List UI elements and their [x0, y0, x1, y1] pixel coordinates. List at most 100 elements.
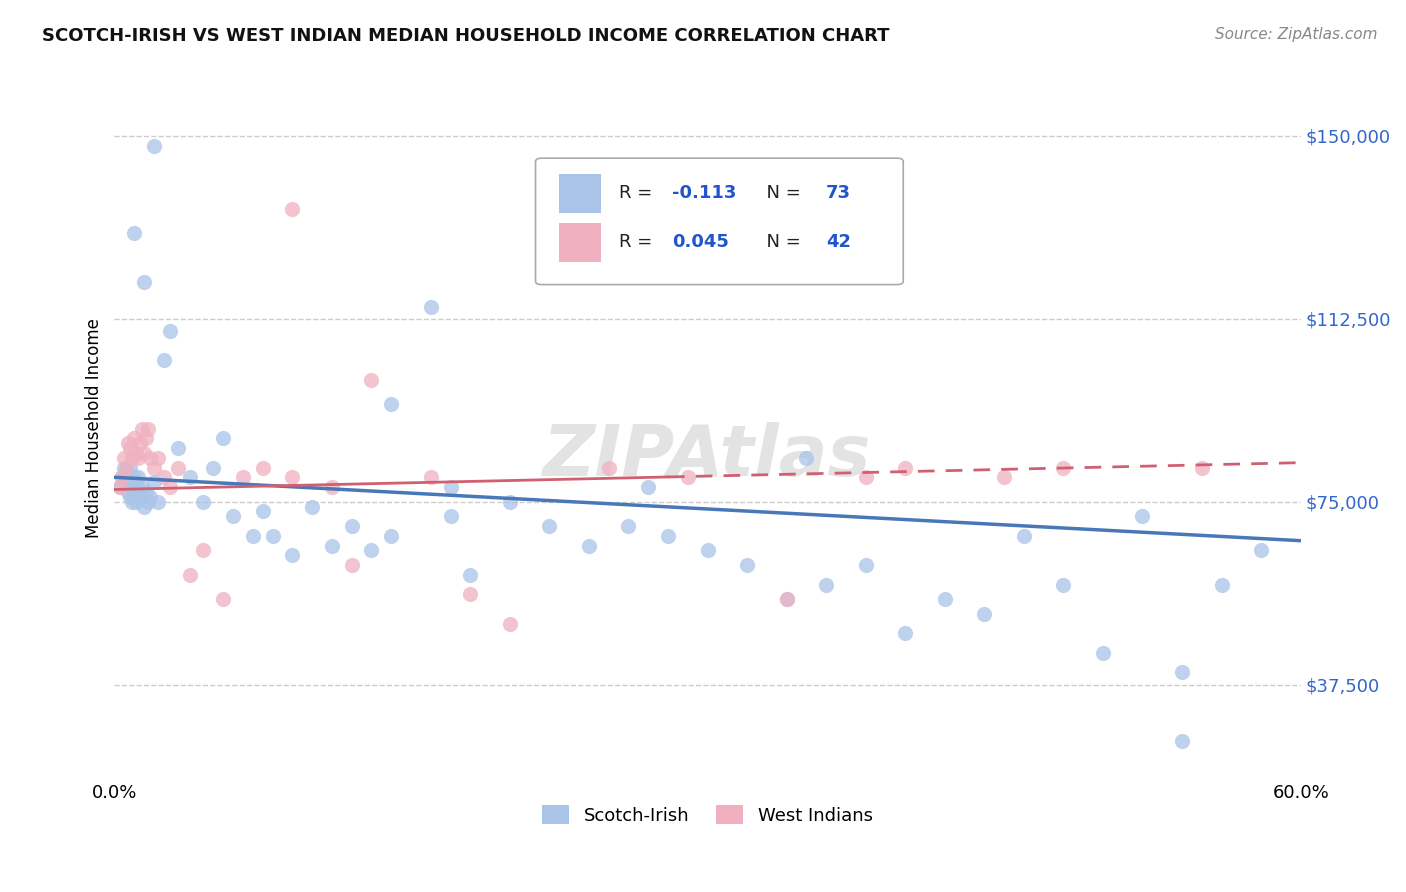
Point: [179, 567, 201, 582]
Text: ZIPAtlas: ZIPAtlas: [543, 422, 872, 491]
Point: [110, 480, 132, 494]
Point: [1171, 733, 1194, 747]
Point: [127, 484, 149, 499]
Point: [657, 529, 679, 543]
Point: [252, 504, 274, 518]
Point: [135, 431, 157, 445]
Point: [127, 470, 149, 484]
Point: [1211, 577, 1233, 591]
Point: [735, 558, 758, 572]
Text: 42: 42: [827, 234, 851, 252]
Point: [222, 509, 245, 524]
Point: [120, 460, 142, 475]
Point: [132, 500, 155, 514]
Point: [993, 470, 1015, 484]
Point: [1052, 460, 1074, 475]
Point: [153, 353, 176, 368]
Point: [1191, 460, 1213, 475]
Point: [142, 475, 165, 490]
Point: [146, 494, 169, 508]
Point: [637, 480, 659, 494]
Point: [166, 441, 188, 455]
Point: [242, 529, 264, 543]
Point: [193, 494, 215, 508]
Point: [439, 480, 461, 494]
Legend: Scotch-Irish, West Indians: Scotch-Irish, West Indians: [533, 797, 882, 834]
Text: R =: R =: [619, 185, 658, 202]
Point: [262, 529, 284, 543]
Point: [135, 484, 157, 499]
Point: [122, 470, 145, 484]
Point: [112, 460, 135, 475]
Point: [142, 138, 165, 153]
Point: [111, 470, 134, 484]
Point: [360, 373, 382, 387]
Point: [121, 494, 143, 508]
FancyBboxPatch shape: [536, 158, 903, 285]
Point: [1091, 646, 1114, 660]
Point: [934, 592, 956, 607]
Point: [117, 484, 139, 499]
Point: [121, 480, 143, 494]
Point: [598, 460, 620, 475]
Point: [136, 494, 159, 508]
Point: [115, 460, 138, 475]
Point: [617, 519, 640, 533]
Point: [340, 519, 363, 533]
Point: [458, 587, 481, 601]
Text: R =: R =: [619, 234, 658, 252]
Point: [202, 460, 225, 475]
Point: [115, 475, 138, 490]
Point: [131, 480, 153, 494]
Point: [132, 446, 155, 460]
Point: [110, 480, 132, 494]
Point: [321, 480, 343, 494]
Point: [380, 397, 402, 411]
Point: [120, 441, 142, 455]
Point: [142, 460, 165, 475]
Point: [1250, 543, 1272, 558]
Point: [281, 470, 304, 484]
Point: [125, 446, 148, 460]
Point: [252, 460, 274, 475]
Point: [1012, 529, 1035, 543]
Text: N =: N =: [755, 185, 807, 202]
Point: [136, 421, 159, 435]
FancyBboxPatch shape: [560, 174, 600, 212]
Point: [796, 450, 818, 465]
Point: [122, 490, 145, 504]
Point: [855, 558, 877, 572]
Point: [894, 626, 917, 640]
Point: [193, 543, 215, 558]
Point: [111, 470, 134, 484]
Point: [121, 450, 143, 465]
Point: [301, 500, 323, 514]
Point: [1171, 665, 1194, 680]
Point: [146, 450, 169, 465]
Point: [894, 460, 917, 475]
Text: -0.113: -0.113: [672, 185, 737, 202]
Point: [380, 529, 402, 543]
Point: [117, 470, 139, 484]
Point: [139, 490, 162, 504]
Point: [112, 450, 135, 465]
Point: [232, 470, 254, 484]
Point: [439, 509, 461, 524]
Y-axis label: Median Household Income: Median Household Income: [86, 318, 103, 539]
Point: [159, 324, 181, 338]
Point: [1132, 509, 1154, 524]
Point: [696, 543, 718, 558]
Point: [578, 539, 600, 553]
Point: [125, 494, 148, 508]
Point: [179, 470, 201, 484]
Point: [132, 275, 155, 289]
Point: [499, 494, 522, 508]
Point: [419, 470, 441, 484]
Text: 73: 73: [827, 185, 851, 202]
Point: [499, 616, 522, 631]
Point: [1052, 577, 1074, 591]
Point: [125, 475, 148, 490]
Point: [340, 558, 363, 572]
Point: [120, 490, 142, 504]
Text: Source: ZipAtlas.com: Source: ZipAtlas.com: [1215, 27, 1378, 42]
